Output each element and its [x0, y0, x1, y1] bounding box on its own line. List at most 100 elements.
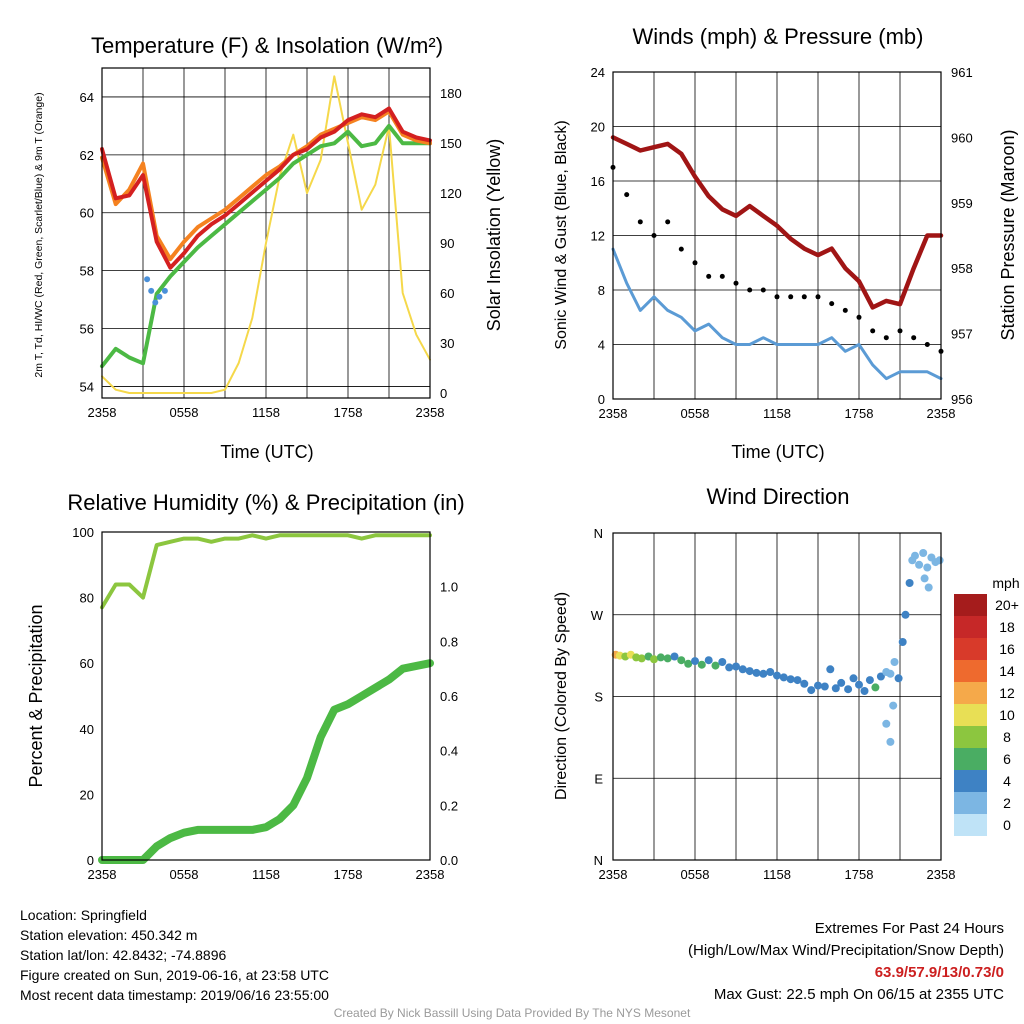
direction-point — [663, 654, 672, 663]
winds-grid — [612, 71, 942, 400]
humidity-y-axis-label: Percent & Precipitation — [26, 604, 46, 787]
colorbar-swatch — [954, 638, 987, 660]
sonic-wind-line — [611, 247, 943, 381]
direction-point — [924, 583, 933, 592]
x-tick-label: 0558 — [681, 406, 710, 421]
y-tick-label: 64 — [80, 90, 94, 105]
y2-tick-label: 0.4 — [440, 744, 458, 759]
extremes-values: 63.9/57.9/13/0.73/0 — [874, 964, 1004, 981]
direction-point — [935, 556, 944, 565]
pressure-y-ticks: 956 957 958 959 960 961 — [951, 65, 973, 407]
direction-y-axis-label: Direction (Colored By Speed) — [553, 592, 570, 800]
gust-point — [760, 287, 766, 293]
direction-point — [923, 563, 932, 572]
x-tick-label: 2358 — [599, 406, 628, 421]
direction-point — [820, 682, 829, 691]
x-tick-label: 1158 — [252, 405, 280, 420]
y2-tick-label: 90 — [440, 236, 454, 251]
temp-2m-line — [100, 106, 432, 270]
direction-point — [837, 678, 846, 687]
gust-point — [774, 294, 780, 300]
direction-point — [745, 667, 754, 676]
direction-point — [849, 674, 858, 683]
y2-tick-label: 957 — [951, 327, 973, 342]
precip-y-ticks: 0.0 0.2 0.4 0.6 0.8 1.0 — [440, 580, 458, 868]
colorbar-label: 8 — [1003, 729, 1011, 745]
direction-point — [752, 668, 761, 677]
gust-point — [924, 342, 930, 347]
gust-point — [651, 233, 657, 238]
gust-point — [706, 273, 712, 279]
colorbar-swatch — [954, 660, 987, 682]
direction-point — [920, 574, 929, 583]
y-tick-label: 12 — [591, 229, 605, 244]
direction-tick-label: N — [594, 853, 603, 868]
insolation-y-axis-label: Solar Insolation (Yellow) — [484, 139, 504, 331]
y2-tick-label: 0.6 — [440, 689, 458, 704]
direction-point — [766, 668, 775, 676]
temp-x-ticks: 2358 0558 1158 1758 2358 — [88, 405, 445, 420]
gust-point — [733, 280, 739, 286]
direction-tick-label: W — [591, 608, 604, 623]
gust-point — [678, 246, 684, 252]
direction-chart-title: Wind Direction — [706, 484, 849, 509]
speed-colorbar-legend: mph 20+ 18 16 14 12 10 8 6 4 2 0 — [954, 575, 1020, 836]
gust-point — [883, 335, 889, 341]
direction-point — [814, 681, 822, 690]
y-tick-label: 58 — [80, 264, 94, 279]
humidity-y-ticks: 0 20 40 60 80 100 — [72, 525, 94, 868]
direction-tick-label: N — [594, 526, 603, 541]
extremes-title: Extremes For Past 24 Hours — [814, 920, 1004, 937]
direction-point — [725, 663, 734, 672]
direction-point — [871, 683, 880, 692]
y-tick-label: 62 — [80, 148, 94, 163]
direction-point — [786, 675, 795, 684]
direction-point — [860, 687, 869, 695]
humidity-plot-frame — [101, 531, 431, 861]
direction-point — [718, 658, 727, 666]
direction-point — [793, 676, 802, 685]
windchill-point — [156, 293, 163, 300]
y-tick-label: 100 — [72, 525, 94, 540]
colorbar-label: 2 — [1003, 795, 1011, 811]
x-tick-label: 1758 — [334, 405, 363, 420]
gust-point — [911, 335, 917, 341]
x-tick-label: 1758 — [334, 867, 363, 882]
temp-y-axis-label: 2m T, Td, HI/WC (Red, Green, Scarlet/Blu… — [33, 92, 45, 377]
humidity-panel: Relative Humidity (%) & Precipitation (i… — [26, 490, 465, 882]
insolation-line — [101, 75, 431, 394]
y2-tick-label: 959 — [951, 196, 973, 211]
colorbar-label: 16 — [999, 641, 1015, 657]
y2-tick-label: 956 — [951, 392, 973, 407]
colorbar-label: 18 — [999, 619, 1015, 635]
direction-point — [704, 656, 713, 665]
direction-point — [876, 672, 885, 681]
direction-point — [759, 669, 768, 678]
x-tick-label: 1158 — [763, 867, 791, 882]
colorbar-title: mph — [992, 575, 1019, 591]
gust-point — [897, 328, 903, 334]
winds-plot-frame — [612, 71, 942, 400]
temp-x-axis-label: Time (UTC) — [220, 442, 313, 462]
gust-point — [801, 294, 807, 300]
direction-point — [901, 610, 910, 619]
colorbar-swatch — [954, 770, 987, 792]
colorbar-swatch — [954, 616, 987, 638]
direction-point — [773, 671, 781, 680]
direction-plot-frame — [612, 532, 942, 861]
x-tick-label: 1758 — [845, 406, 874, 421]
direction-point — [886, 737, 895, 746]
y2-tick-label: 0.8 — [440, 634, 458, 649]
pressure-line — [610, 135, 944, 310]
colorbar-label: 10 — [999, 707, 1015, 723]
y2-tick-label: 958 — [951, 261, 973, 276]
direction-y-ticks: N E S W N — [591, 526, 604, 868]
direction-point — [807, 686, 816, 695]
humidity-line — [100, 533, 432, 610]
insolation-y-ticks: 0 30 60 90 120 150 180 — [440, 86, 462, 401]
direction-point — [911, 551, 919, 560]
x-tick-label: 0558 — [170, 867, 199, 882]
direction-point — [656, 653, 665, 662]
y-tick-label: 60 — [80, 656, 94, 671]
